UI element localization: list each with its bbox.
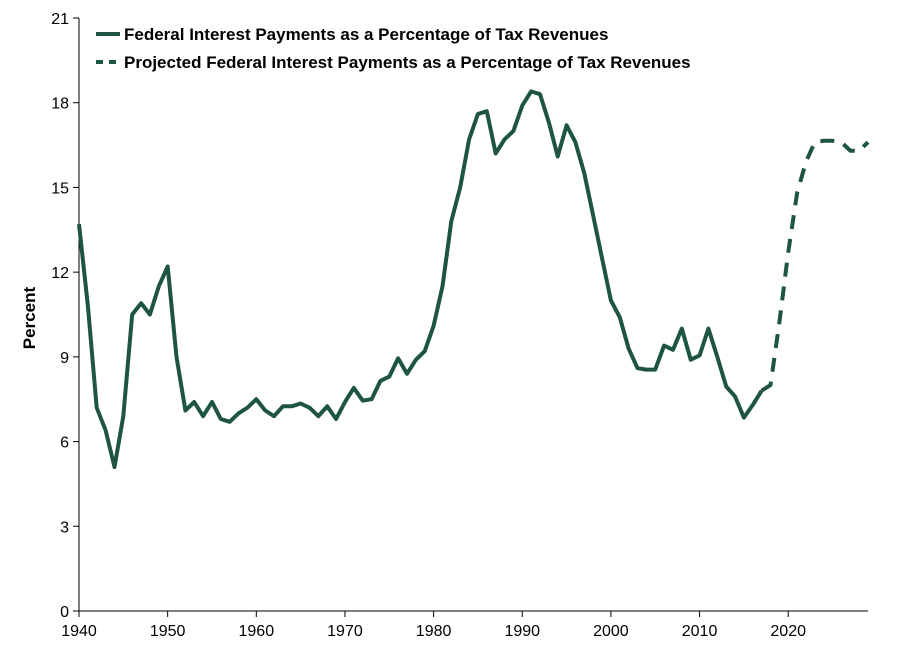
y-tick-label: 12	[51, 265, 69, 282]
axes	[78, 18, 868, 612]
x-tick-label: 1980	[416, 623, 452, 640]
x-tick-label: 2020	[770, 623, 806, 640]
x-tick-label: 2000	[593, 623, 629, 640]
series-line-actual	[77, 89, 764, 469]
y-tick-label: 3	[60, 519, 69, 536]
x-tick-label: 1950	[150, 623, 186, 640]
y-tick-label: 15	[51, 180, 69, 197]
x-tick-label: 1990	[504, 623, 540, 640]
y-tick-label: 6	[60, 435, 69, 452]
y-tick-label: 0	[60, 604, 69, 621]
y-axis-title: Percent	[20, 286, 39, 349]
x-tick-label: 1940	[61, 623, 97, 640]
x-axis-ticks: 1940 1950 1960 1970 1980 1990 2000 2010 2020	[61, 611, 806, 640]
legend-label-projected: Projected Federal Interest Payments as a…	[124, 53, 691, 72]
y-tick-label: 18	[51, 96, 69, 113]
y-axis-ticks: 0 3 6 9 12 15 18 21	[51, 11, 79, 621]
x-tick-label: 1970	[327, 623, 363, 640]
y-tick-label: 9	[60, 350, 69, 367]
x-tick-label: 2010	[682, 623, 718, 640]
x-tick-label: 1960	[239, 623, 275, 640]
series-layer	[77, 89, 870, 469]
legend-label-actual: Federal Interest Payments as a Percentag…	[124, 25, 608, 44]
legend: Federal Interest Payments as a Percentag…	[96, 25, 691, 72]
y-tick-label: 21	[51, 11, 69, 28]
series-line-projected	[760, 138, 870, 393]
